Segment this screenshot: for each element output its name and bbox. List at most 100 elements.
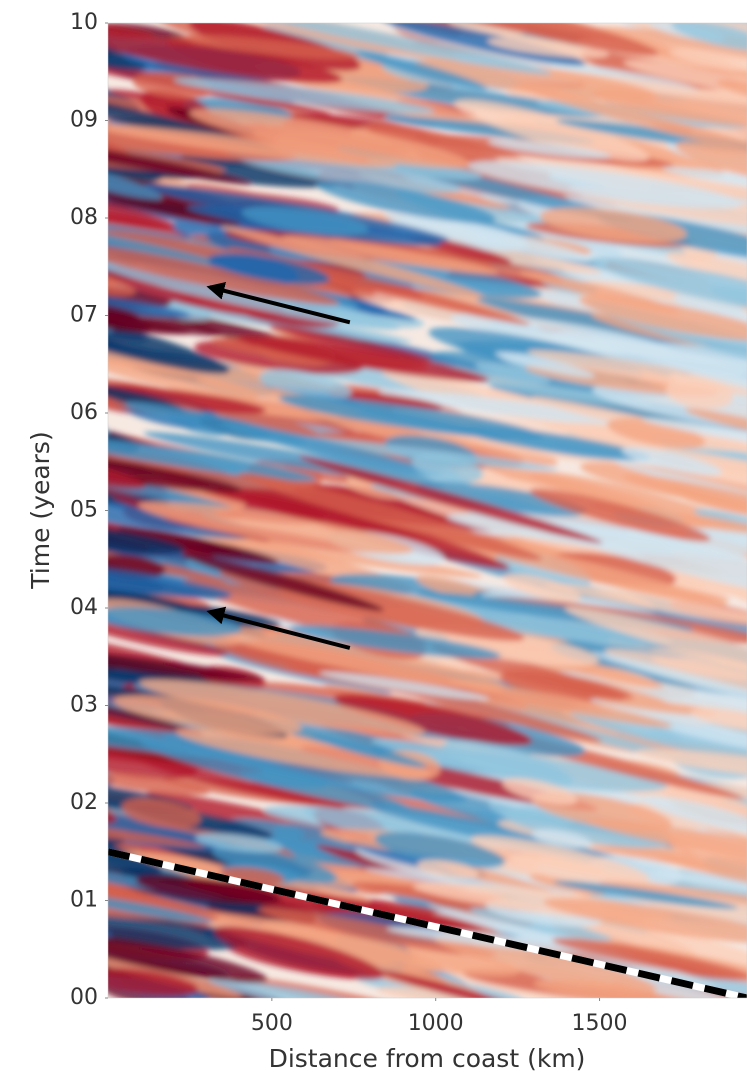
texture-streak — [334, 694, 532, 746]
texture-streak — [108, 120, 297, 161]
texture-streak — [281, 235, 499, 275]
texture-streak — [278, 395, 544, 440]
texture-streak — [108, 967, 199, 997]
texture-streak — [665, 378, 733, 409]
texture-streak — [108, 386, 266, 414]
texture-streak — [121, 798, 201, 829]
y-tick-label: 03 — [70, 693, 98, 718]
texture-streak — [108, 487, 256, 539]
texture-streak — [671, 23, 747, 51]
texture-streak — [666, 251, 747, 297]
texture-streak — [181, 553, 384, 612]
y-tick-label: 02 — [70, 790, 98, 815]
texture-streak — [591, 844, 747, 882]
texture-streak — [598, 881, 747, 911]
texture-streak — [108, 430, 191, 472]
texture-streak — [108, 124, 397, 168]
texture-streak — [531, 829, 592, 848]
texture-streak — [189, 108, 471, 169]
texture-streak — [175, 727, 432, 778]
texture-streak — [108, 439, 243, 493]
texture-streak — [113, 695, 302, 734]
texture-streak — [108, 190, 241, 226]
texture-streak — [585, 818, 747, 871]
texture-streak — [108, 768, 194, 813]
texture-streak — [488, 139, 612, 159]
texture-streak — [716, 79, 747, 105]
texture-streak — [595, 696, 717, 716]
texture-streak — [257, 907, 497, 957]
texture-streak — [411, 59, 657, 101]
dashed-line — [108, 848, 747, 998]
texture-streak — [442, 740, 573, 787]
texture-streak — [108, 144, 164, 184]
texture-streak — [650, 871, 747, 904]
texture-streak — [657, 722, 747, 759]
texture-streak — [173, 78, 436, 114]
texture-streak — [108, 618, 227, 656]
texture-streak — [181, 34, 359, 60]
texture-streak — [108, 132, 252, 185]
texture-streak — [641, 417, 747, 451]
texture-streak — [198, 623, 507, 691]
texture-streak — [502, 777, 578, 805]
texture-streak — [611, 582, 731, 602]
texture-streak — [591, 652, 747, 722]
texture-streak — [622, 474, 747, 535]
texture-streak — [108, 23, 155, 38]
texture-streak — [533, 979, 733, 998]
texture-streak — [607, 418, 706, 449]
texture-streak — [213, 926, 384, 980]
texture-streak — [543, 898, 747, 944]
texture-streak — [576, 786, 651, 807]
texture-streak — [511, 84, 747, 165]
texture-streak — [298, 456, 603, 544]
y-axis-title: Time (years) — [26, 431, 55, 589]
texture-streak — [289, 625, 501, 659]
texture-streak — [108, 23, 118, 56]
texture-streak — [108, 286, 172, 308]
texture-streak — [108, 442, 233, 510]
texture-streak — [124, 401, 306, 446]
texture-streak — [527, 349, 747, 398]
texture-streak — [108, 892, 214, 923]
texture-streak — [501, 806, 671, 848]
texture-streak — [642, 795, 747, 837]
texture-streak — [503, 573, 581, 602]
texture-streak — [140, 740, 411, 812]
texture-streak — [135, 875, 281, 904]
texture-streak — [693, 509, 747, 536]
texture-streak — [487, 37, 610, 59]
texture-streak — [386, 593, 673, 647]
texture-streak — [108, 157, 163, 200]
texture-streak — [316, 180, 497, 224]
texture-streak — [592, 385, 747, 435]
texture-streak — [537, 519, 747, 603]
x-tick-label: 1500 — [572, 1011, 628, 1036]
x-axis-title: Distance from coast (km) — [269, 1044, 586, 1073]
texture-streak — [193, 912, 444, 972]
texture-streak — [241, 23, 553, 75]
texture-streak — [318, 671, 490, 701]
texture-streak — [108, 804, 206, 848]
texture-streak — [108, 773, 210, 796]
texture-streak — [447, 23, 659, 56]
texture-streak — [494, 351, 595, 378]
texture-streak — [117, 527, 279, 564]
texture-streak — [578, 295, 747, 341]
texture-streak — [433, 933, 657, 994]
texture-streak — [425, 364, 655, 407]
texture-streak — [108, 910, 248, 950]
texture-streak — [108, 33, 343, 84]
texture-streak — [241, 206, 369, 236]
texture-streak — [551, 938, 747, 979]
texture-streak — [470, 835, 650, 882]
texture-streak — [199, 489, 455, 542]
texture-streak — [684, 527, 747, 558]
texture-streak — [108, 934, 268, 983]
texture-streak — [192, 532, 483, 578]
texture-streak — [18, 828, 87, 856]
texture-streak — [544, 583, 747, 628]
texture-streak — [617, 462, 747, 540]
